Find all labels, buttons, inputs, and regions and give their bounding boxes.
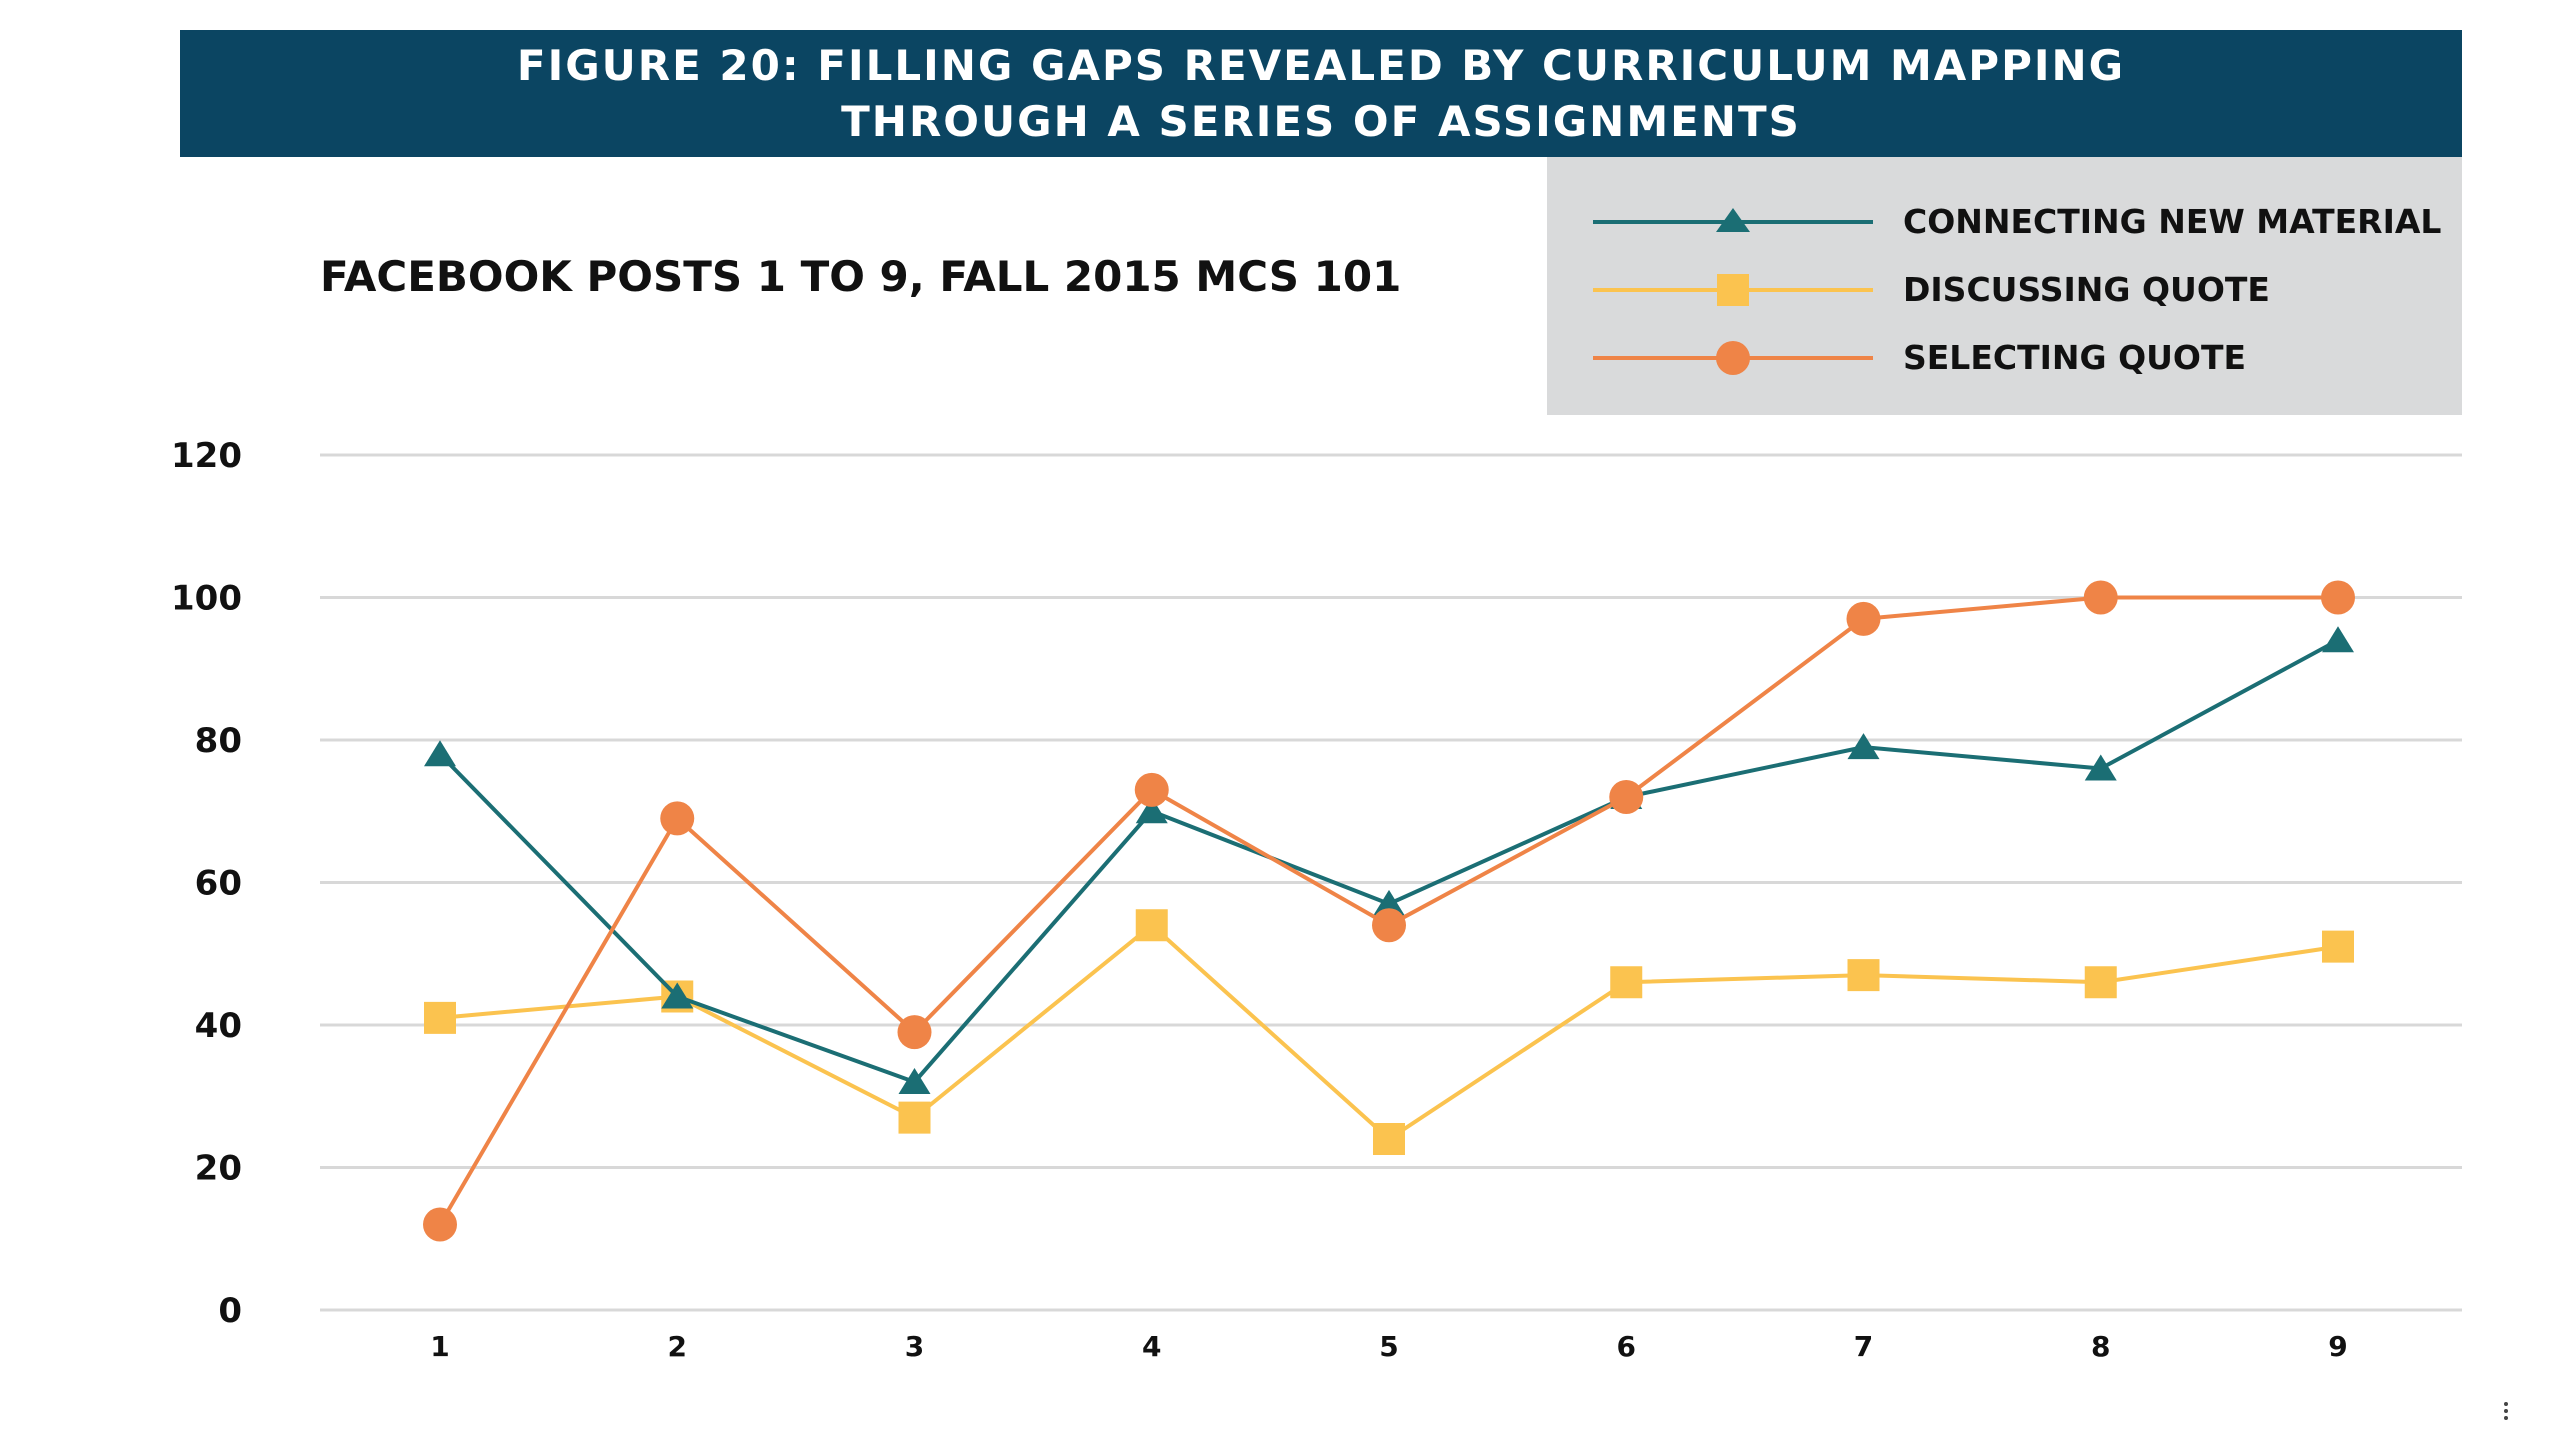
figure-title-line-2: THROUGH A SERIES OF ASSIGNMENTS: [841, 96, 1801, 146]
legend-swatch-discussing: [1593, 274, 1873, 306]
x-tick-label-3: 3: [905, 1330, 924, 1363]
data-point-triangle-7: [1847, 733, 1880, 760]
x-tick-label-4: 4: [1142, 1330, 1161, 1363]
y-tick-label-60: 60: [195, 864, 242, 904]
x-tick-label-8: 8: [2091, 1330, 2110, 1363]
data-point-square-6: [1610, 966, 1643, 999]
data-point-circle-8: [2083, 580, 2118, 615]
legend-label-selecting: SELECTING QUOTE: [1903, 338, 2247, 377]
data-point-circle-3: [897, 1015, 932, 1050]
x-tick-label-2: 2: [668, 1330, 687, 1363]
data-point-triangle-9: [2322, 626, 2354, 653]
legend-swatch-connecting: [1593, 208, 1873, 232]
legend-item-discussing: DISCUSSING QUOTE: [1547, 260, 2462, 320]
data-point-square-3: [898, 1101, 931, 1134]
x-tick-label-5: 5: [1379, 1330, 1398, 1363]
page-corner-mark: [2504, 1402, 2512, 1420]
legend-label-discussing: DISCUSSING QUOTE: [1903, 270, 2270, 309]
data-point-circle-2: [660, 801, 695, 836]
data-point-triangle-8: [2084, 754, 2117, 781]
figure-title-banner: FIGURE 20: FILLING GAPS REVEALED BY CURR…: [180, 30, 2462, 157]
data-point-circle-4: [1134, 772, 1169, 807]
y-tick-label-120: 120: [171, 436, 242, 476]
data-point-circle-6: [1609, 780, 1644, 814]
data-point-square-9: [2322, 930, 2354, 963]
y-tick-label-80: 80: [195, 721, 242, 761]
y-tick-label-40: 40: [195, 1006, 242, 1046]
data-point-circle-1: [423, 1207, 457, 1242]
data-point-triangle-1: [424, 740, 456, 767]
legend-label-connecting: CONNECTING NEW MATERIAL: [1903, 202, 2442, 241]
x-tick-label-6: 6: [1617, 1330, 1636, 1363]
chart-title: FACEBOOK POSTS 1 TO 9, FALL 2015 MCS 101: [320, 252, 1402, 301]
legend-item-selecting: SELECTING QUOTE: [1547, 328, 2462, 388]
x-tick-label-1: 1: [430, 1330, 449, 1363]
data-point-square-4: [1135, 909, 1168, 942]
y-tick-label-0: 0: [218, 1291, 242, 1331]
legend-item-connecting: CONNECTING NEW MATERIAL: [1547, 192, 2462, 252]
data-point-triangle-5: [1373, 889, 1405, 916]
data-point-circle-7: [1846, 601, 1881, 636]
x-tick-label-9: 9: [2328, 1330, 2347, 1363]
y-tick-label-100: 100: [171, 579, 242, 619]
data-point-circle-5: [1372, 908, 1406, 943]
legend-swatch-selecting: [1593, 341, 1873, 375]
data-point-square-5: [1373, 1123, 1405, 1155]
data-point-square-1: [424, 1001, 456, 1034]
y-tick-label-20: 20: [195, 1149, 242, 1189]
data-point-square-8: [2084, 966, 2117, 999]
data-point-square-7: [1847, 959, 1880, 992]
data-point-triangle-3: [898, 1068, 931, 1094]
chart-legend: CONNECTING NEW MATERIAL DISCUSSING QUOTE…: [1547, 157, 2462, 415]
x-tick-label-7: 7: [1854, 1330, 1873, 1363]
figure-title-line-1: FIGURE 20: FILLING GAPS REVEALED BY CURR…: [516, 40, 2126, 90]
data-point-triangle-4: [1135, 797, 1168, 824]
data-point-circle-9: [2321, 580, 2355, 615]
data-point-triangle-2: [661, 982, 694, 1009]
series-line-square: [439, 923, 2339, 1141]
